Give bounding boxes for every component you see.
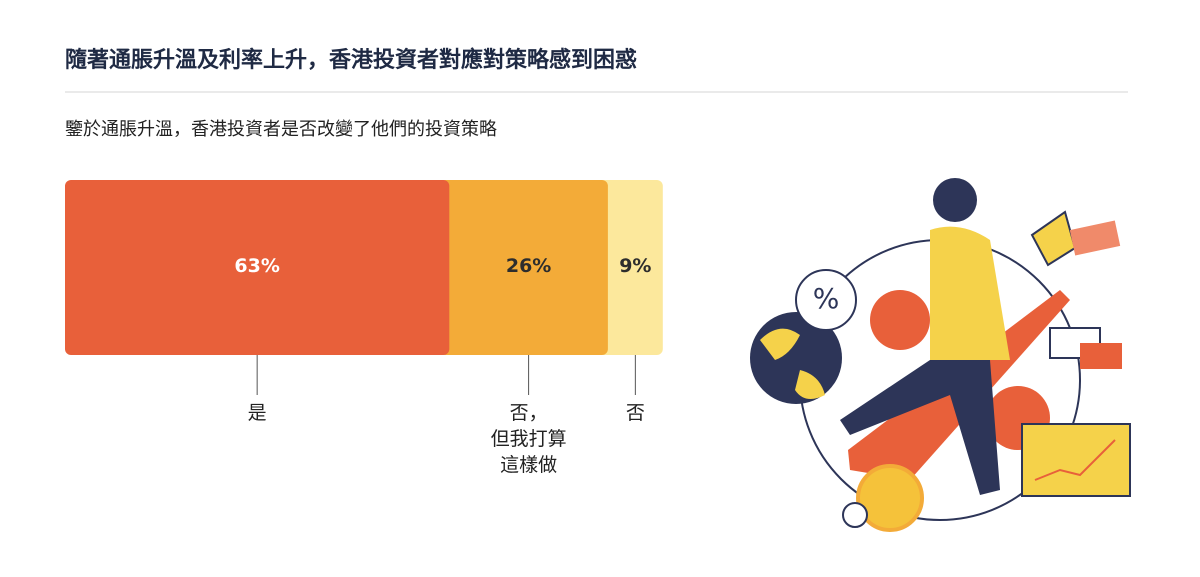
category-label: 是 [247, 402, 267, 424]
chart-subtitle: 鑒於通脹升溫，香港投資者是否改變了他們的投資策略 [65, 119, 497, 140]
chart-title: 隨著通脹升溫及利率上升，香港投資者對應對策略感到困惑 [65, 48, 638, 73]
illustration: % [750, 178, 1131, 532]
category-label: 否 [625, 402, 645, 424]
category-label: 否， 但我打算 這樣做 [490, 402, 567, 476]
value-label: 9% [619, 255, 651, 277]
bar-segment [597, 180, 663, 355]
value-label: 63% [234, 255, 279, 277]
bar-segment [439, 180, 608, 355]
value-label: 26% [506, 255, 551, 277]
svg-text:%: % [813, 282, 840, 315]
bar-segment [65, 180, 450, 355]
